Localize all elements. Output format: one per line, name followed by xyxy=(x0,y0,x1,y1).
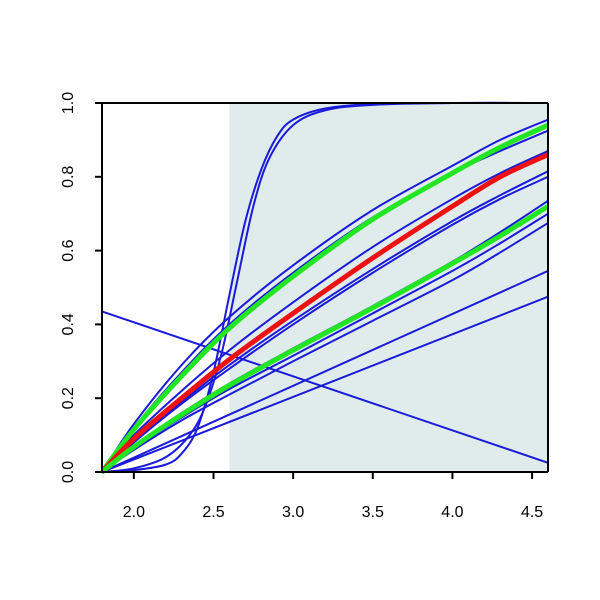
series-line-green-10 xyxy=(102,203,548,474)
series-line-blue-8 xyxy=(102,175,548,473)
y-tick-label: 0.4 xyxy=(60,313,77,335)
series-line-blue-15 xyxy=(102,310,548,464)
axes-layer: 2.0 2.5 3.0 3.5 4.0 4.5 0.0 0.2 0.4 0.6 0.8 1.0 xyxy=(60,92,549,521)
y-tick-label: 0.0 xyxy=(60,461,77,483)
series-line-blue-13 xyxy=(102,269,548,473)
series-layer xyxy=(102,101,548,474)
x-tick-label: 3.0 xyxy=(282,504,304,521)
x-tick-label: 3.5 xyxy=(362,504,384,521)
y-tick-label: 1.0 xyxy=(60,92,77,114)
series-line-blue-2 xyxy=(102,118,548,473)
x-tick-label: 4.5 xyxy=(521,504,543,521)
x-tick-label: 4.0 xyxy=(441,504,463,521)
series-line-blue-12 xyxy=(102,221,548,473)
series-line-blue-1 xyxy=(102,101,548,473)
y-tick-label: 0.8 xyxy=(60,166,77,188)
series-line-green-4 xyxy=(102,122,548,474)
x-tick-label: 2.0 xyxy=(123,504,145,521)
y-tick-label: 0.2 xyxy=(60,387,77,409)
x-tick-label: 2.5 xyxy=(202,504,224,521)
y-tick-label: 0.6 xyxy=(60,239,77,261)
series-line-blue-5 xyxy=(102,149,548,473)
series-line-red-6 xyxy=(102,152,548,474)
series-line-blue-14 xyxy=(102,295,548,473)
